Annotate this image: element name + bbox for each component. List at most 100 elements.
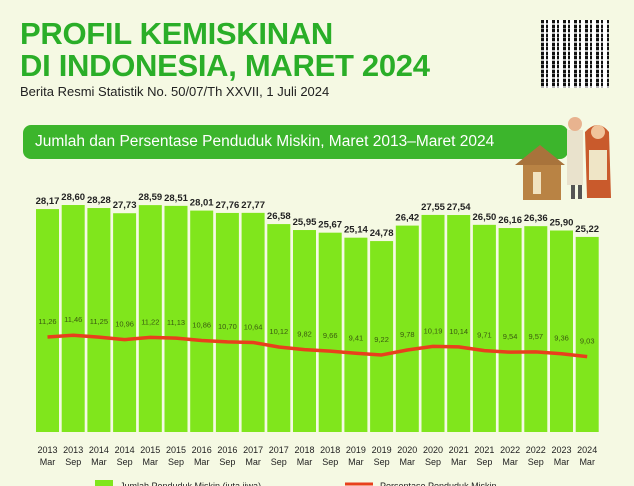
percent-value-label: 9,41 (349, 333, 364, 342)
percent-value-label: 11,46 (64, 315, 82, 324)
x-tick-period: Sep (219, 457, 235, 467)
page-title: PROFIL KEMISKINAN DI INDONESIA, MARET 20… (20, 18, 430, 82)
percent-value-label: 9,71 (477, 331, 492, 340)
x-tick-period: Sep (528, 457, 544, 467)
x-tick-year: 2020 (423, 445, 443, 455)
bar (241, 212, 265, 432)
percent-value-label: 10,19 (424, 326, 443, 335)
bar-value-label: 25,90 (550, 218, 574, 229)
bar-value-label: 28,01 (190, 198, 214, 209)
bar (87, 208, 111, 432)
bar-value-label: 26,16 (498, 215, 522, 226)
x-tick-period: Mar (400, 457, 416, 467)
subtitle: Berita Resmi Statistik No. 50/07/Th XXVI… (20, 84, 330, 99)
bar (472, 224, 496, 432)
x-tick-period: Mar (502, 457, 518, 467)
percent-value-label: 11,26 (38, 317, 56, 326)
title-line-2: DI INDONESIA, MARET 2024 (20, 48, 430, 83)
bar (421, 214, 445, 432)
x-tick-year: 2013 (37, 445, 57, 455)
bar-value-label: 27,77 (241, 200, 265, 211)
bar (138, 205, 162, 432)
bar (267, 224, 291, 432)
bar (575, 236, 599, 432)
percent-value-label: 11,25 (90, 317, 108, 326)
x-tick-period: Sep (117, 457, 133, 467)
bar-value-label: 25,67 (318, 220, 342, 231)
x-tick-period: Mar (245, 457, 261, 467)
bar (344, 237, 368, 432)
qr-code[interactable] (541, 20, 609, 88)
x-tick-period: Sep (476, 457, 492, 467)
bar-value-label: 25,22 (575, 224, 599, 235)
percent-value-label: 9,57 (528, 332, 543, 341)
x-tick-year: 2014 (89, 445, 109, 455)
x-tick-year: 2018 (320, 445, 340, 455)
x-tick-year: 2021 (449, 445, 469, 455)
x-tick-year: 2019 (346, 445, 366, 455)
bar-value-label: 26,36 (524, 213, 548, 224)
bar-value-label: 27,54 (447, 202, 471, 213)
legend-swatch-bar (95, 480, 113, 486)
x-tick-period: Sep (374, 457, 390, 467)
x-tick-year: 2015 (166, 445, 186, 455)
x-tick-year: 2023 (551, 445, 571, 455)
x-tick-period: Mar (91, 457, 107, 467)
bar (215, 212, 239, 432)
bar (318, 232, 342, 432)
bar-value-label: 26,58 (267, 211, 291, 222)
x-tick-period: Sep (65, 457, 81, 467)
x-tick-year: 2015 (140, 445, 160, 455)
x-tick-year: 2020 (397, 445, 417, 455)
percent-value-label: 10,12 (269, 327, 288, 336)
percent-value-label: 10,14 (449, 327, 468, 336)
percent-value-label: 10,96 (115, 320, 134, 329)
bar-value-label: 28,17 (36, 196, 60, 207)
x-tick-period: Mar (194, 457, 210, 467)
x-tick-period: Sep (425, 457, 441, 467)
x-tick-period: Mar (451, 457, 467, 467)
x-tick-year: 2016 (217, 445, 237, 455)
bar (293, 230, 316, 432)
x-tick-year: 2022 (526, 445, 546, 455)
percent-value-label: 11,13 (167, 318, 185, 327)
bar-value-label: 28,51 (164, 193, 188, 204)
x-tick-year: 2019 (372, 445, 392, 455)
x-tick-period: Sep (322, 457, 338, 467)
x-tick-period: Mar (554, 457, 570, 467)
percent-value-label: 9,54 (503, 332, 518, 341)
title-line-1: PROFIL KEMISKINAN (20, 16, 333, 51)
percent-value-label: 10,70 (218, 322, 237, 331)
bar-value-label: 25,95 (293, 217, 317, 228)
x-tick-year: 2016 (192, 445, 212, 455)
bar (370, 241, 394, 432)
x-tick-period: Sep (271, 457, 287, 467)
bar-value-label: 26,50 (473, 212, 497, 223)
bar-value-label: 27,76 (216, 200, 240, 211)
family-house-illustration (515, 117, 611, 200)
bar-value-label: 24,78 (370, 228, 394, 239)
x-tick-period: Mar (348, 457, 364, 467)
bar-value-label: 26,42 (395, 213, 419, 224)
bar (164, 205, 188, 432)
x-tick-period: Mar (143, 457, 159, 467)
percent-value-label: 9,78 (400, 330, 415, 339)
percent-value-label: 9,36 (554, 334, 569, 343)
chart-title: Jumlah dan Persentase Penduduk Miskin, M… (23, 125, 568, 159)
percent-value-label: 9,82 (297, 330, 312, 339)
bar-value-label: 28,59 (138, 192, 162, 203)
bar-value-label: 27,73 (113, 200, 137, 211)
bar (190, 210, 214, 432)
x-tick-year: 2017 (243, 445, 263, 455)
bar-value-label: 25,14 (344, 225, 368, 236)
x-tick-period: Mar (40, 457, 56, 467)
percent-value-label: 11,22 (141, 317, 159, 326)
percent-value-label: 10,64 (244, 322, 263, 331)
bar (395, 225, 419, 432)
percent-value-label: 9,22 (374, 335, 389, 344)
x-tick-year: 2024 (577, 445, 597, 455)
x-tick-year: 2021 (474, 445, 494, 455)
bar (61, 205, 85, 432)
bar (498, 228, 522, 432)
